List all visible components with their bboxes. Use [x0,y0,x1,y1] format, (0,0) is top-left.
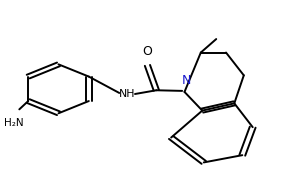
Text: O: O [142,45,152,58]
Text: N: N [181,74,191,87]
Text: H₂N: H₂N [3,118,23,128]
Text: NH: NH [118,89,135,99]
